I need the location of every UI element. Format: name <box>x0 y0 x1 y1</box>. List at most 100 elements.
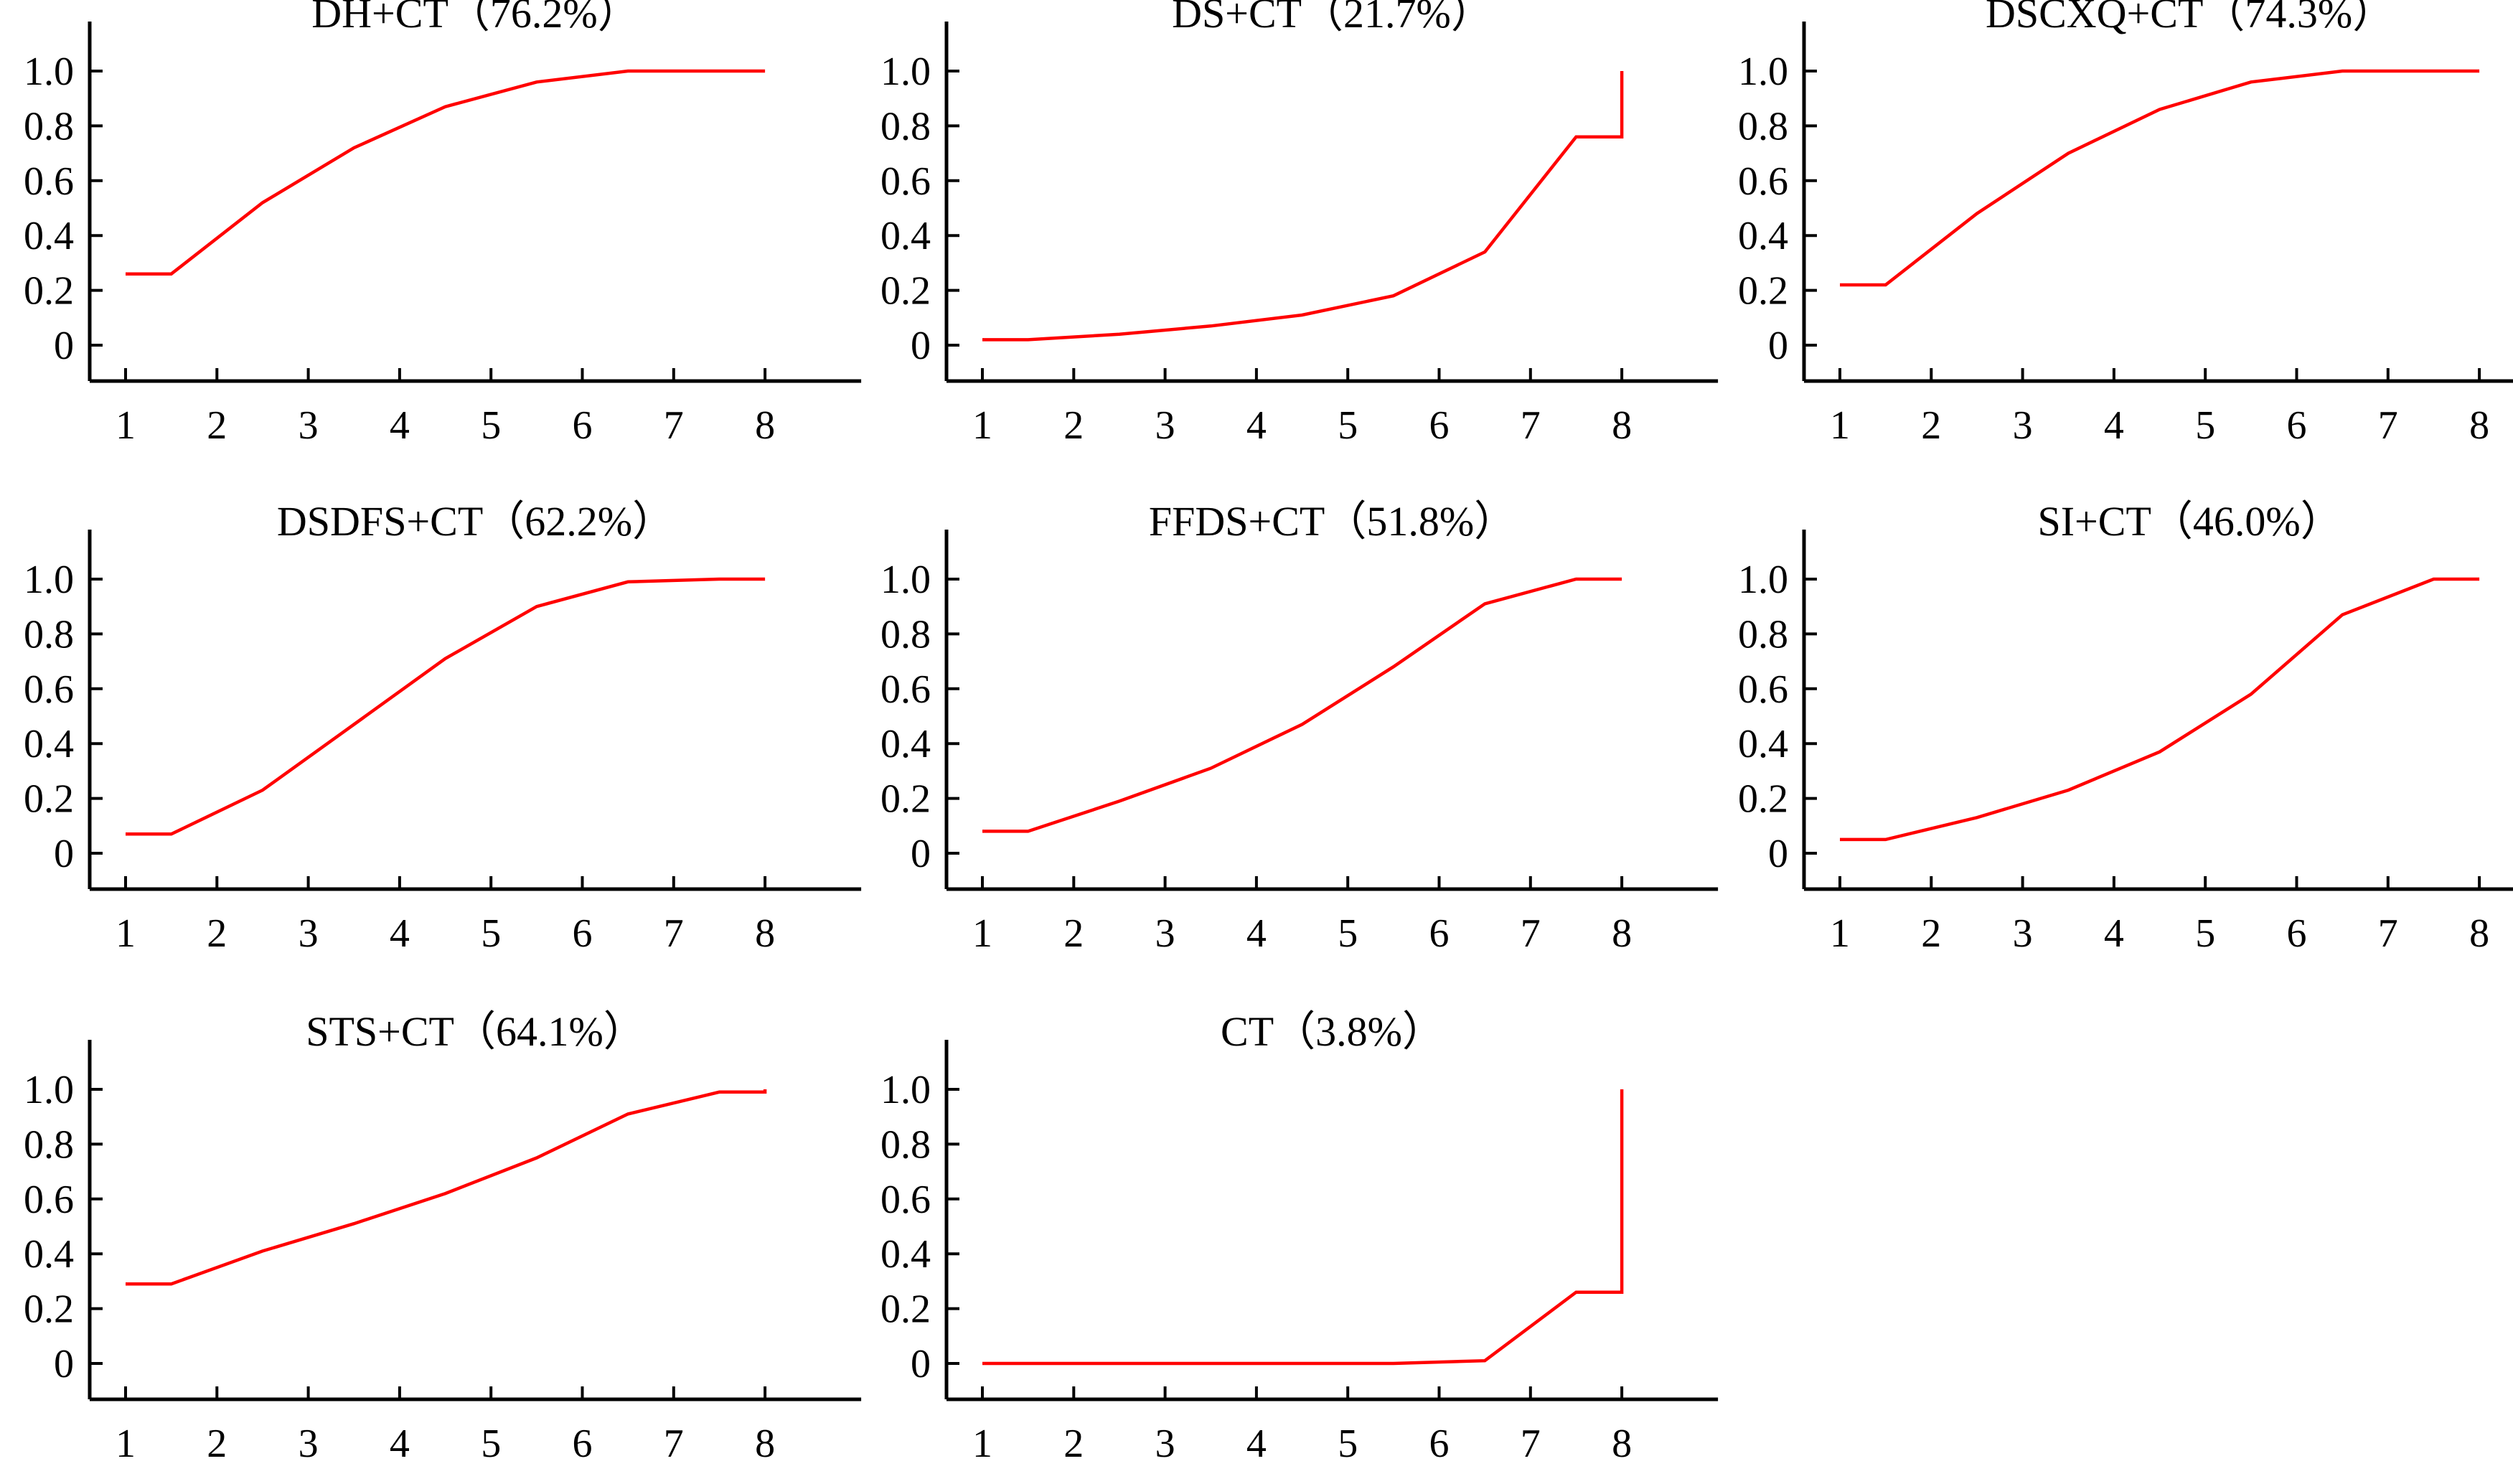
series-line <box>1840 577 2480 842</box>
x-tick-label: 2 <box>207 1422 227 1466</box>
x-tick-label: 1 <box>116 403 136 448</box>
chart-panel: DSCXQ+CT（74.3%） 0 0.2 0.4 0.6 0.8 1.0 1 2 3 4 5 6 7 8 <box>1738 0 2513 448</box>
x-tick-label: 6 <box>573 1422 593 1466</box>
x-tick-label: 5 <box>1338 403 1358 448</box>
x-tick-label: 5 <box>1338 1422 1358 1466</box>
y-tick-label: 1.0 <box>24 558 74 602</box>
series-line <box>982 577 1622 833</box>
chart-title: FFDS+CT（51.8%） <box>1149 498 1516 545</box>
x-tick-label: 1 <box>1830 403 1850 448</box>
x-tick-label: 7 <box>1521 1422 1541 1466</box>
x-tick-label: 3 <box>299 403 319 448</box>
x-tick-label: 6 <box>2287 403 2307 448</box>
x-tick-label: 5 <box>481 911 501 956</box>
y-tick-label: 0.4 <box>24 214 74 258</box>
y-tick-label: 0.8 <box>24 612 74 657</box>
x-tick-label: 6 <box>1429 1422 1450 1466</box>
y-tick-label: 0.6 <box>880 667 931 712</box>
y-tick-label: 0.6 <box>880 159 931 204</box>
x-tick-label: 5 <box>481 1422 501 1466</box>
series-line <box>982 1089 1624 1366</box>
y-tick-label: 0.6 <box>1738 159 1788 204</box>
x-tick-label: 5 <box>2195 403 2215 448</box>
series-line <box>126 1089 767 1286</box>
y-tick-label: 0 <box>1768 324 1788 368</box>
x-tick-label: 6 <box>1429 403 1450 448</box>
series-line <box>126 577 766 836</box>
y-tick-label: 1.0 <box>1738 558 1788 602</box>
x-tick-label: 3 <box>299 911 319 956</box>
chart-panel: DSDFS+CT（62.2%） 0 0.2 0.4 0.6 0.8 1.0 1 2 3 4 5 6 7 8 <box>24 498 862 956</box>
x-tick-label: 3 <box>1155 403 1175 448</box>
x-tick-label: 4 <box>1246 1422 1267 1466</box>
y-tick-label: 0.4 <box>880 1232 931 1277</box>
y-tick-label: 0.2 <box>24 777 74 822</box>
chart-title: SI+CT（46.0%） <box>2037 498 2341 545</box>
y-tick-label: 0 <box>911 324 931 368</box>
x-tick-label: 5 <box>2195 911 2215 956</box>
y-tick-label: 0.8 <box>1738 104 1788 149</box>
chart-title: DSCXQ+CT（74.3%） <box>1986 0 2394 37</box>
x-tick-label: 7 <box>2378 403 2398 448</box>
x-tick-label: 3 <box>2013 911 2033 956</box>
chart-title: DH+CT（76.2%） <box>311 0 639 37</box>
chart-panel: CT（3.8%） 0 0.2 0.4 0.6 0.8 1.0 1 2 3 4 5 6 7 8 <box>880 1008 1719 1466</box>
y-tick-label: 0 <box>54 324 74 368</box>
x-tick-label: 4 <box>390 1422 410 1466</box>
series-line <box>126 69 766 276</box>
y-tick-label: 0.4 <box>1738 722 1788 766</box>
y-tick-label: 1.0 <box>1738 50 1788 94</box>
x-tick-label: 2 <box>1921 403 1941 448</box>
y-tick-label: 0 <box>911 1342 931 1386</box>
series-line <box>1840 69 2480 287</box>
x-tick-label: 6 <box>1429 911 1450 956</box>
chart-title: CT（3.8%） <box>1221 1008 1444 1055</box>
y-tick-label: 0 <box>1768 832 1788 876</box>
y-tick-label: 0.4 <box>24 1232 74 1277</box>
chart-panel: STS+CT（64.1%） 0 0.2 0.4 0.6 0.8 1.0 1 2 3 4 5 6 7 8 <box>24 1008 862 1466</box>
y-tick-label: 0.4 <box>880 214 931 258</box>
y-tick-label: 0.2 <box>1738 777 1788 822</box>
x-tick-label: 3 <box>1155 1422 1175 1466</box>
y-tick-label: 1.0 <box>880 1068 931 1112</box>
y-tick-label: 0.4 <box>1738 214 1788 258</box>
x-tick-label: 7 <box>1521 911 1541 956</box>
chart-title: DSDFS+CT（62.2%） <box>277 498 674 545</box>
x-tick-label: 4 <box>2104 911 2124 956</box>
x-tick-label: 1 <box>116 911 136 956</box>
y-tick-label: 1.0 <box>880 50 931 94</box>
x-tick-label: 5 <box>481 403 501 448</box>
x-tick-label: 8 <box>1612 403 1632 448</box>
y-tick-label: 0.2 <box>880 777 931 822</box>
x-tick-label: 6 <box>573 403 593 448</box>
x-tick-label: 2 <box>1063 403 1084 448</box>
chart-panel: DS+CT（21.7%） 0 0.2 0.4 0.6 0.8 1.0 1 2 3 4 5 6 7 8 <box>880 0 1719 448</box>
y-tick-label: 0.8 <box>880 612 931 657</box>
x-tick-label: 8 <box>755 911 775 956</box>
y-tick-label: 0.2 <box>880 1287 931 1332</box>
y-tick-label: 1.0 <box>24 1068 74 1112</box>
y-tick-label: 0.2 <box>1738 269 1788 314</box>
chart-panel: DH+CT（76.2%） 0 0.2 0.4 0.6 0.8 1.0 1 2 3 4 5 6 7 8 <box>24 0 862 448</box>
x-tick-label: 7 <box>1521 403 1541 448</box>
y-tick-label: 1.0 <box>880 558 931 602</box>
x-tick-label: 8 <box>2469 911 2489 956</box>
x-tick-label: 2 <box>207 911 227 956</box>
x-tick-label: 7 <box>664 911 684 956</box>
x-tick-label: 6 <box>2287 911 2307 956</box>
x-tick-label: 4 <box>1246 403 1267 448</box>
y-tick-label: 0.2 <box>880 269 931 314</box>
x-tick-label: 4 <box>390 403 410 448</box>
x-tick-label: 3 <box>2013 403 2033 448</box>
x-tick-label: 8 <box>755 403 775 448</box>
y-tick-label: 0.8 <box>880 1122 931 1167</box>
y-tick-label: 0 <box>54 1342 74 1386</box>
x-tick-label: 8 <box>1612 1422 1632 1466</box>
chart-title: STS+CT（64.1%） <box>306 1008 645 1055</box>
y-tick-label: 0.6 <box>880 1178 931 1222</box>
y-tick-label: 0.8 <box>24 104 74 149</box>
x-tick-label: 4 <box>2104 403 2124 448</box>
y-tick-label: 0.6 <box>24 159 74 204</box>
x-tick-label: 4 <box>390 911 410 956</box>
